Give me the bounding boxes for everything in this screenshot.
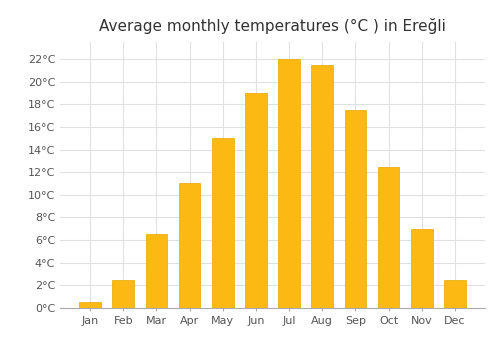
Title: Average monthly temperatures (°C ) in Ereğli: Average monthly temperatures (°C ) in Er… <box>99 18 446 34</box>
Bar <box>179 183 201 308</box>
Bar <box>444 280 466 308</box>
Bar <box>112 280 134 308</box>
Bar <box>245 93 266 308</box>
Bar <box>312 65 333 308</box>
Bar <box>378 167 400 308</box>
Bar <box>146 234 167 308</box>
Bar <box>344 110 366 308</box>
Bar <box>212 138 234 308</box>
Bar <box>278 59 300 308</box>
Bar <box>411 229 432 308</box>
Bar <box>80 302 101 308</box>
